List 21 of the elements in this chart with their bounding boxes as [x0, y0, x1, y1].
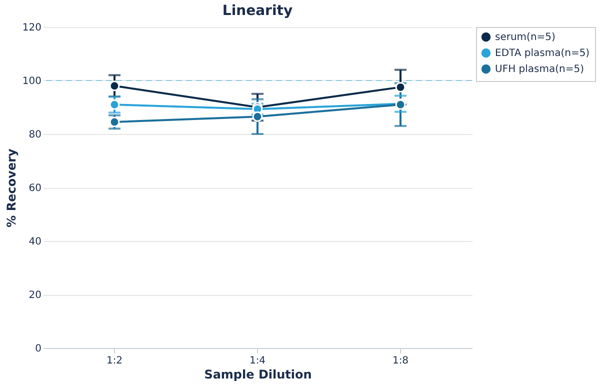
y-tick-label: 0 — [35, 344, 42, 354]
point — [252, 111, 263, 122]
y-tick-label: 20 — [28, 290, 42, 301]
x-axis-title: Sample Dilution — [204, 368, 312, 382]
y-tick-label: 80 — [28, 130, 42, 140]
point — [109, 80, 120, 92]
legend-label: UFH plasma(n=5) — [495, 64, 584, 75]
y-tick-label: 120 — [22, 22, 42, 34]
legend-label: EDTA plasma(n=5) — [495, 48, 590, 59]
y-tick-label: 40 — [28, 236, 42, 248]
legend-label: serum(n=5) — [495, 32, 556, 43]
x-tick-label: 1:8 — [392, 356, 409, 366]
point — [109, 116, 120, 128]
x-tick-label: 1:4 — [249, 356, 266, 366]
point — [395, 82, 406, 92]
x-tick-label: 1:2 — [106, 356, 123, 366]
y-tick-label: 100 — [22, 76, 42, 87]
chart-title: Linearity — [222, 3, 293, 19]
y-axis-title: % Recovery — [4, 148, 18, 228]
y-tick-label: 60 — [28, 183, 42, 194]
point — [109, 99, 120, 110]
